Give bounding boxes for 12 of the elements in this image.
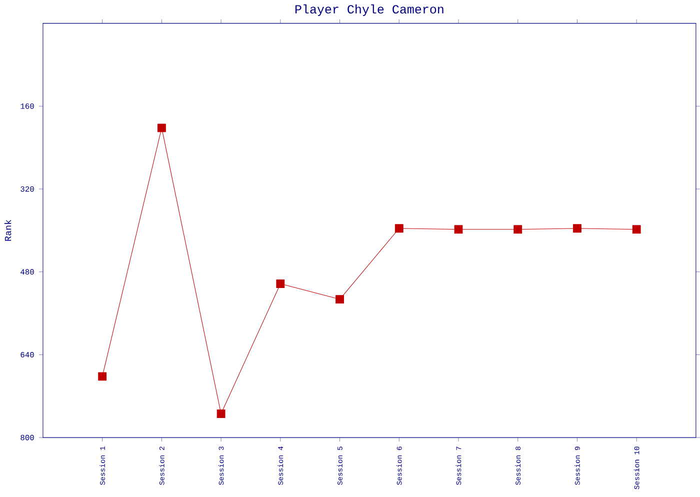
chart-title: Player Chyle Cameron <box>295 4 444 16</box>
point <box>632 225 641 234</box>
point <box>216 410 226 418</box>
point <box>394 224 404 233</box>
y-axis-title: Rank <box>4 220 12 241</box>
point <box>276 280 285 288</box>
point <box>514 225 522 234</box>
point <box>454 225 463 234</box>
point <box>98 372 107 381</box>
point <box>336 295 344 304</box>
point <box>157 124 166 132</box>
point <box>573 224 582 233</box>
